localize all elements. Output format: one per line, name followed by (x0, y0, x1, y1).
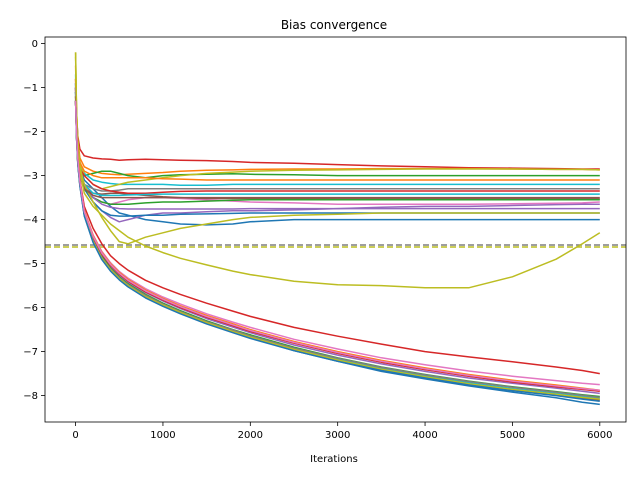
y-tick-label: −3 (23, 171, 38, 182)
y-tick-label: −1 (23, 83, 38, 94)
series-line-13 (74, 78, 600, 181)
x-tick-label: 0 (72, 430, 78, 441)
axes-frame (44, 36, 627, 423)
x-axis-ticks: 0 1000 2000 3000 4000 5000 6000 (72, 422, 613, 441)
y-tick-label: −4 (23, 215, 38, 226)
series-line-12 (74, 91, 600, 205)
x-tick-label: 5000 (500, 430, 525, 441)
y-tick-label: −8 (23, 391, 38, 402)
series-line-14 (74, 87, 600, 194)
series-line-1 (74, 78, 600, 170)
y-tick-label: −2 (23, 127, 38, 138)
series-line-19 (74, 52, 601, 289)
y-axis-ticks: 0 −1 −2 −3 −4 −5 −6 −7 −8 (23, 39, 45, 402)
x-tick-label: 1000 (150, 430, 175, 441)
series-line-7 (74, 87, 600, 205)
series-line-2 (74, 65, 600, 176)
series-line-17 (74, 56, 600, 245)
plot-area (45, 52, 626, 406)
series-line-4 (74, 83, 600, 226)
series-line-31 (74, 100, 600, 403)
y-tick-label: −7 (23, 347, 38, 358)
x-tick-label: 6000 (587, 430, 612, 441)
series-line-9 (74, 96, 600, 200)
x-tick-label: 4000 (412, 430, 437, 441)
series-line-22 (74, 100, 600, 386)
series-line-32 (74, 100, 600, 392)
y-tick-label: −6 (23, 303, 38, 314)
x-axis-label: Iterations (310, 454, 358, 465)
x-tick-label: 3000 (325, 430, 350, 441)
x-tick-label: 2000 (238, 430, 263, 441)
y-tick-label: −5 (23, 259, 38, 270)
y-tick-label: 0 (32, 39, 38, 50)
series-line-20 (74, 100, 600, 375)
series-line-18 (74, 96, 600, 199)
series-line-29 (74, 100, 600, 392)
chart-title: Bias convergence (281, 18, 387, 32)
